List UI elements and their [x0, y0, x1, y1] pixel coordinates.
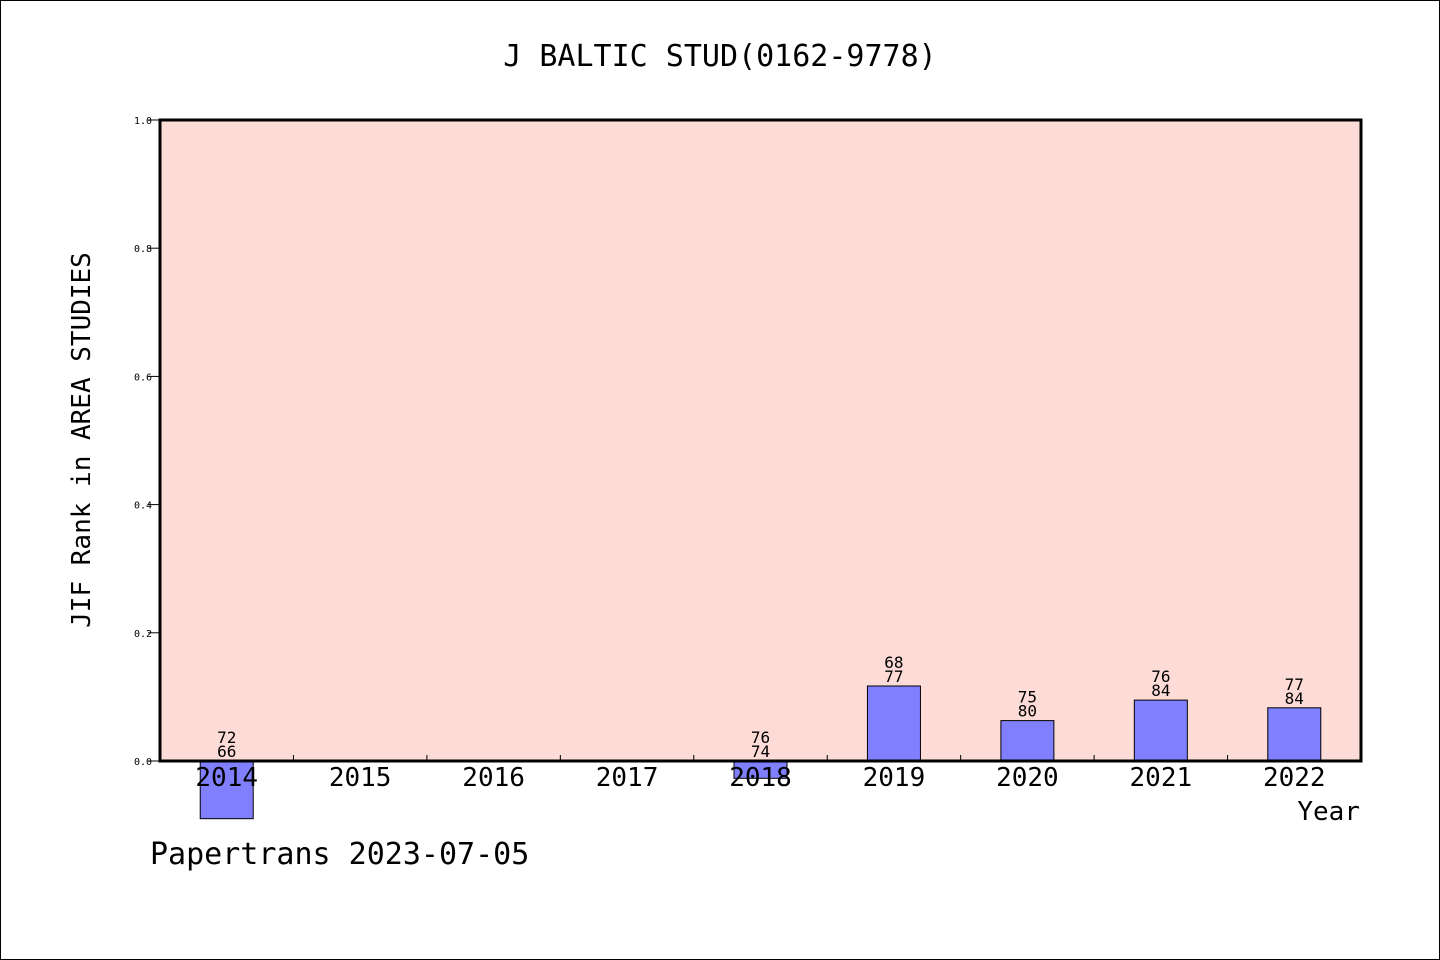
- x-axis-labels: 2014 2015 2016 2017 2018 2019 2020 2021 2022: [195, 763, 1325, 793]
- footer-credit: Papertrans 2023-07-05: [150, 837, 529, 872]
- y-tick-label: 0.0: [134, 757, 152, 768]
- chart-title: J BALTIC STUD(0162-9778): [503, 39, 936, 74]
- x-tick-label: 2015: [329, 763, 392, 793]
- bar-label-top: 75: [1018, 688, 1037, 707]
- bar-label-bottom: 84: [1151, 681, 1170, 700]
- x-tick-label: 2017: [596, 763, 659, 793]
- x-tick-label: 2014: [195, 763, 258, 793]
- bar-2021: [1133, 699, 1188, 762]
- y-axis: 0.0 0.2 0.4 0.6 0.8 1.0: [134, 116, 160, 768]
- x-tick-label: 2022: [1263, 763, 1326, 793]
- bar-label-bottom: 80: [1018, 702, 1037, 721]
- x-tick-label: 2018: [729, 763, 792, 793]
- bar-label-bottom: 66: [217, 742, 236, 761]
- y-tick-label: 0.2: [134, 629, 152, 640]
- plot-border: [158, 118, 1363, 763]
- x-tick-label: 2020: [996, 763, 1059, 793]
- x-tick-label: 2016: [462, 763, 525, 793]
- y-tick-label: 1.0: [134, 116, 152, 127]
- x-tick-label: 2021: [1130, 763, 1193, 793]
- y-tick-label: 0.4: [134, 501, 152, 512]
- bar-2020: [1000, 720, 1055, 762]
- bar-label-top: 68: [884, 653, 903, 672]
- x-tick-label: 2019: [863, 763, 926, 793]
- bar-2014: [199, 760, 254, 820]
- bar-label-bottom: 84: [1285, 689, 1304, 708]
- bar-label-top: 76: [751, 728, 770, 747]
- plot-area: [160, 120, 1361, 761]
- bar-2019: [866, 685, 921, 762]
- x-axis-label: Year: [1297, 797, 1360, 827]
- bar-2022: [1267, 707, 1322, 762]
- bar-label-bottom: 77: [884, 667, 903, 686]
- y-tick-label: 0.8: [134, 244, 152, 255]
- bar-label-top: 76: [1151, 667, 1170, 686]
- bar-label-top: 77: [1285, 675, 1304, 694]
- y-tick-label: 0.6: [134, 372, 152, 383]
- bar-label-top: 72: [217, 728, 236, 747]
- bar-label-bottom: 74: [751, 742, 770, 761]
- y-axis-label: JIF Rank in AREA STUDIES: [67, 252, 97, 628]
